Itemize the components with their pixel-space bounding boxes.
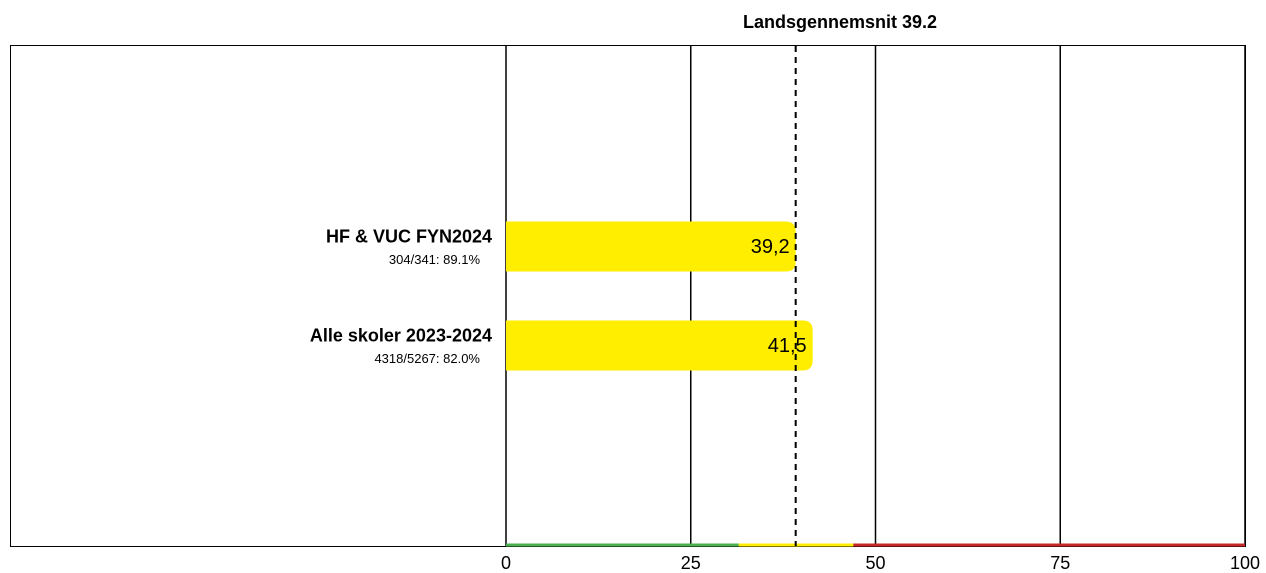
value-label: 39,2	[751, 236, 790, 258]
x-tick-label: 75	[1050, 553, 1070, 573]
bar	[506, 221, 796, 272]
category-label: Alle skoler 2023-2024	[310, 325, 492, 345]
x-tick-label: 0	[501, 553, 511, 573]
category-label: HF & VUC FYN2024	[326, 226, 492, 246]
category-sublabel: 4318/5267: 82.0%	[374, 351, 480, 366]
bar	[506, 320, 813, 371]
value-label: 41,5	[768, 335, 807, 357]
x-tick-label: 25	[681, 553, 701, 573]
x-tick-label: 50	[865, 553, 885, 573]
category-sublabel: 304/341: 89.1%	[389, 252, 481, 267]
reference-label: Landsgennemsnit 39.2	[743, 12, 937, 32]
x-tick-label: 100	[1230, 553, 1260, 573]
